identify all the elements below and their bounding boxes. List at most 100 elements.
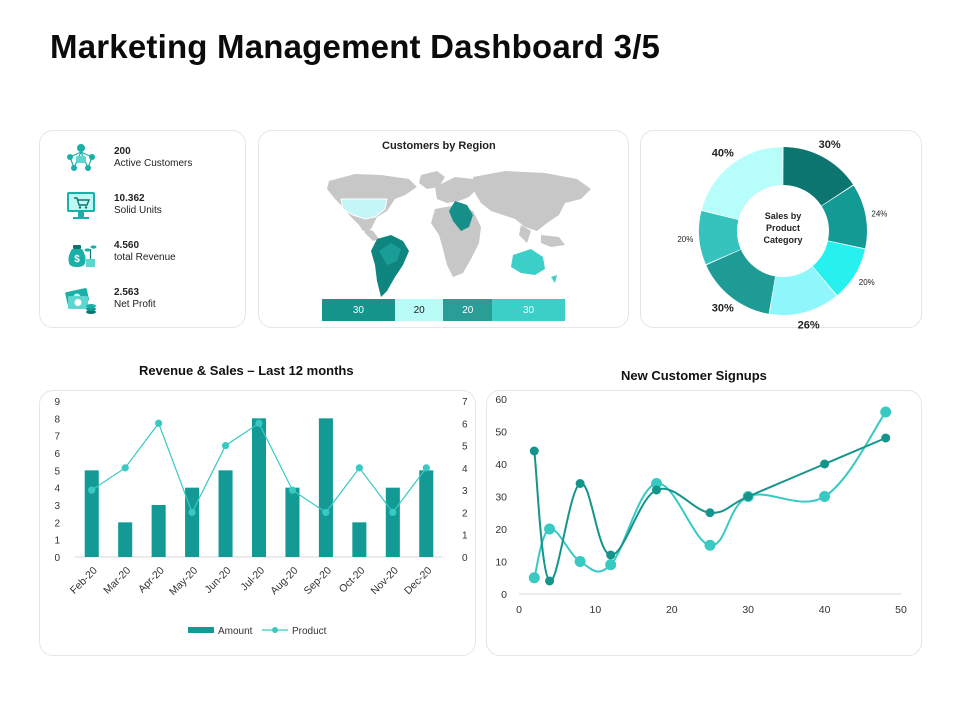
x-tick-label: 40 [819,604,831,616]
bar-amount [419,470,434,557]
y-right-tick-label: 7 [462,397,468,408]
page-title: Marketing Management Dashboard 3/5 [50,28,661,65]
y-right-tick-label: 6 [462,419,468,430]
map-europe [435,177,477,203]
signup-point [574,556,586,567]
donut-slice [701,147,783,220]
donut-slice-label: 20% [677,235,693,244]
map-southeast-asia [541,235,565,247]
y-right-tick-label: 5 [462,442,468,453]
y-left-tick-label: 7 [54,432,60,443]
bar-amount [318,418,333,557]
y-left-tick-label: 3 [54,501,60,512]
donut-center-label: Category [763,235,802,245]
new-signups-card: 0 10 20 30 40 50 60 0 10 20 30 40 50 [486,390,922,656]
signup-point [605,559,617,571]
kpi-total-revenue: $ 4.560 total Revenue [64,235,176,269]
y-tick-label: 10 [495,557,507,569]
signup-series-line [533,411,887,579]
bar-amount [218,470,233,557]
signup-point [880,406,892,418]
kpi-value: 10.362 [114,193,145,204]
map-title: Customers by Region [382,140,496,152]
signups-chart-title: New Customer Signups [621,368,767,383]
donut-slice-label: 24% [871,209,887,218]
sales-by-category-card: 30% 24% 20% 26% 30% 20% 40% Sales by Product Cate… [640,130,922,329]
donut-slice-label: 40% [712,148,734,160]
point-product [188,508,196,517]
donut-chart: 30% 24% 20% 26% 30% 20% 40% Sales by Product Cate… [677,139,887,329]
kpi-value: 200 [114,146,131,157]
bar-amount [84,470,99,557]
customers-by-region-card: Customers by Region 30 20 20 30 [258,130,629,328]
donut-slice [706,249,776,314]
point-product [288,486,297,494]
point-product [322,508,330,517]
signup-point [819,491,831,502]
y-right-tick-label: 3 [462,486,468,497]
point-product [88,486,96,494]
kpi-active-customers: 200 Active Customers [64,141,192,175]
x-tick-label: Dec-20 [402,565,435,598]
donut-slice [821,185,867,249]
kpi-label: total Revenue [114,252,176,263]
signup-point [820,459,830,469]
map-middle-east [449,201,473,231]
point-product [355,464,363,472]
donut-slice [769,266,837,315]
x-tick-label: 0 [516,604,522,616]
donut-slice [699,210,741,265]
signup-point [704,539,716,551]
map-new-zealand [551,275,557,283]
revenue-sales-card: 0 1 2 3 4 5 6 7 8 9 0 1 2 3 4 5 6 7 Feb-20 Mar-20 Apr-20 May-… [39,390,476,656]
map-usa [340,198,388,220]
y-left-tick-label: 1 [54,536,60,547]
signup-point [545,576,555,586]
kpi-label: Solid Units [114,205,162,216]
y-tick-label: 60 [495,394,507,406]
signup-point [544,523,556,535]
x-tick-label: Sep-20 [302,565,335,598]
y-tick-label: 0 [501,589,507,601]
map-india [519,225,531,243]
x-tick-label: Feb-20 [68,565,100,597]
shopping-cart-monitor-icon [67,192,95,219]
point-product [389,508,397,517]
x-tick-label: Jun-20 [202,565,233,596]
legend-label-amount: Amount [218,626,253,637]
y-tick-label: 30 [495,492,507,504]
legend-label-product: Product [292,626,327,637]
donut-slice [812,241,865,296]
donut-center-label: Product [766,223,800,233]
y-tick-label: 50 [495,427,507,439]
bar-amount [385,487,400,557]
revenue-chart-title: Revenue & Sales – Last 12 months [139,363,354,378]
donut-slice-label: 30% [712,302,734,314]
x-tick-label: 10 [590,604,602,616]
y-left-tick-label: 9 [54,397,60,408]
point-product [221,441,230,450]
region-bar-segment: 30 [492,299,565,321]
map-greenland [419,171,445,189]
legend-swatch-amount [188,627,214,633]
y-right-tick-label: 1 [462,531,468,542]
region-share-bar: 30 20 20 30 [322,299,565,321]
y-tick-label: 20 [495,524,507,536]
customers-network-icon [67,144,95,171]
bar-amount [151,505,166,557]
y-left-tick-label: 6 [54,449,60,460]
map-australia [511,249,545,275]
donut-slice-label: 30% [819,139,841,151]
point-product [155,419,163,427]
y-right-tick-label: 0 [462,553,468,564]
x-tick-label: 50 [895,604,907,616]
x-tick-label: Jul-20 [238,565,267,594]
new-signups-chart: 0 10 20 30 40 50 60 0 10 20 30 40 50 [495,394,907,616]
y-left-tick-label: 2 [54,518,60,529]
svg-text:$: $ [74,254,80,265]
y-right-tick-label: 4 [462,464,468,475]
donut-slice [783,147,854,206]
money-bag-plant-icon: $ [68,245,97,267]
kpi-label: Net Profit [114,299,156,310]
signup-point [529,446,539,456]
